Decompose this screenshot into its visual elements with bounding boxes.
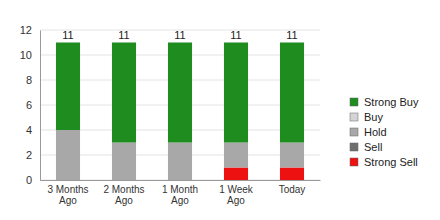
bar xyxy=(280,43,304,143)
tick-label: 3 MonthsAgo xyxy=(47,184,88,206)
axis-line xyxy=(40,31,41,181)
tick: 6 xyxy=(26,99,40,111)
legend: Strong Buy Buy Hold Sell Strong Sell xyxy=(350,96,419,168)
tick-label: 0 xyxy=(26,174,32,186)
tick: 3 MonthsAgo xyxy=(47,180,88,206)
plot: 0 2 4 6 8 10 12 3 MonthsAgo 2 MonthsAgo 1 MonthAg… xyxy=(20,24,321,206)
bar xyxy=(280,168,304,181)
tick-label: 12 xyxy=(20,24,32,36)
totals: 11 11 11 11 11 xyxy=(62,29,297,41)
tick-label: 10 xyxy=(20,49,32,61)
total-label: 11 xyxy=(286,29,297,41)
legend-swatch xyxy=(350,128,358,136)
bar xyxy=(280,143,304,168)
tick-label: Today xyxy=(279,184,306,195)
tick: 1 MonthAgo xyxy=(162,180,198,206)
tick-label: 1 WeekAgo xyxy=(219,184,254,206)
legend-label: Strong Sell xyxy=(364,156,418,168)
legend-swatch xyxy=(350,143,358,151)
y-axis: 0 2 4 6 8 10 12 xyxy=(20,24,41,186)
tick-label: 4 xyxy=(26,124,32,136)
legend-item: Buy xyxy=(350,111,383,123)
tick: Today xyxy=(279,180,306,195)
tick: 10 xyxy=(20,49,40,61)
legend-label: Hold xyxy=(364,126,387,138)
x-axis: 3 MonthsAgo 2 MonthsAgo 1 MonthAgo 1 WeekAg… xyxy=(41,180,321,206)
bar xyxy=(224,43,248,143)
bar xyxy=(56,130,80,180)
tick-label: 6 xyxy=(26,99,32,111)
tick-label: 2 MonthsAgo xyxy=(103,184,144,206)
legend-item: Sell xyxy=(350,141,382,153)
legend-swatch xyxy=(350,113,358,121)
tick-label: 8 xyxy=(26,74,32,86)
legend-item: Hold xyxy=(350,126,387,138)
legend-item: Strong Buy xyxy=(350,96,419,108)
tick-label: 2 xyxy=(26,149,32,161)
bar xyxy=(112,143,136,181)
legend-item: Strong Sell xyxy=(350,156,418,168)
series xyxy=(224,168,304,181)
legend-swatch xyxy=(350,158,358,166)
bars xyxy=(56,43,304,181)
tick: 12 xyxy=(20,24,40,36)
series xyxy=(56,43,304,143)
bar xyxy=(168,43,192,143)
axis-line xyxy=(41,180,321,181)
tick: 2 xyxy=(26,149,40,161)
tick: 1 WeekAgo xyxy=(219,180,254,206)
legend-label: Strong Buy xyxy=(364,96,419,108)
legend-label: Sell xyxy=(364,141,382,153)
total-label: 11 xyxy=(230,29,241,41)
tick: 2 MonthsAgo xyxy=(103,180,144,206)
legend-label: Buy xyxy=(364,111,383,123)
bar xyxy=(224,168,248,181)
total-label: 11 xyxy=(118,29,129,41)
bar xyxy=(56,43,80,131)
total-label: 11 xyxy=(174,29,185,41)
tick-label: 1 MonthAgo xyxy=(162,184,198,206)
total-label: 11 xyxy=(62,29,73,41)
tick: 4 xyxy=(26,124,40,136)
bar xyxy=(168,143,192,181)
bar xyxy=(224,143,248,168)
chart: 0 2 4 6 8 10 12 3 MonthsAgo 2 MonthsAgo 1 MonthAg… xyxy=(0,0,440,220)
tick: 0 xyxy=(26,174,40,186)
tick: 8 xyxy=(26,74,40,86)
bar xyxy=(112,43,136,143)
legend-swatch xyxy=(350,98,358,106)
grid xyxy=(40,30,320,180)
